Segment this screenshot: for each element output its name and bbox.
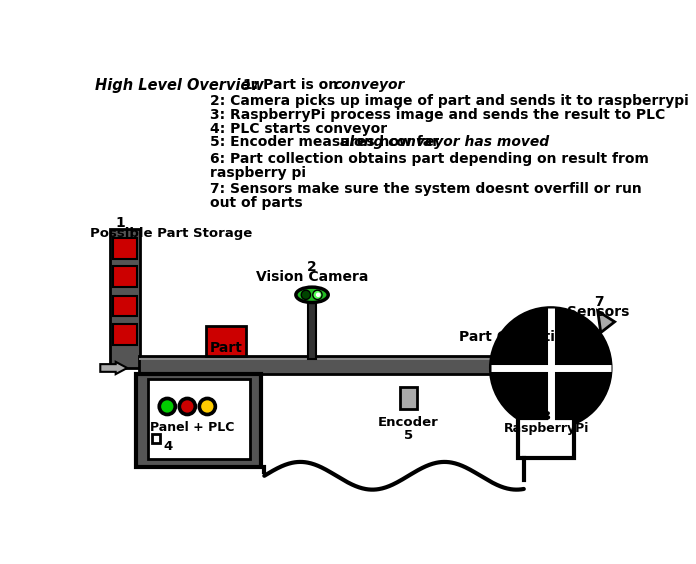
Text: conveyor: conveyor [333, 78, 405, 92]
Polygon shape [100, 362, 127, 374]
Circle shape [301, 290, 310, 299]
Circle shape [316, 293, 321, 297]
Bar [113, 266, 137, 287]
Bar [113, 238, 137, 259]
Bar [136, 374, 261, 466]
Text: raspberry pi: raspberry pi [210, 166, 306, 180]
Bar [400, 387, 417, 409]
Bar [139, 356, 543, 374]
Text: Sensors: Sensors [567, 305, 630, 319]
Text: 7: Sensors make sure the system doesnt overfill or run: 7: Sensors make sure the system doesnt o… [210, 182, 642, 196]
Text: 5: Encoder measures how far: 5: Encoder measures how far [210, 135, 445, 149]
Bar [139, 358, 543, 360]
Circle shape [179, 398, 196, 415]
Polygon shape [598, 311, 615, 333]
Text: 6: 6 [512, 320, 522, 334]
Text: Panel + PLC: Panel + PLC [150, 421, 235, 434]
Bar [206, 325, 246, 356]
Bar [308, 291, 316, 359]
Circle shape [201, 400, 214, 413]
Text: out of parts: out of parts [210, 196, 303, 209]
Text: 3: 3 [541, 411, 551, 424]
Text: Part: Part [209, 341, 242, 355]
Text: 1: Part is on: 1: Part is on [243, 78, 342, 92]
Circle shape [313, 290, 322, 299]
Circle shape [199, 398, 216, 415]
Circle shape [491, 308, 611, 428]
Bar [113, 324, 137, 345]
Text: 4: PLC starts conveyor: 4: PLC starts conveyor [210, 122, 388, 135]
Bar [110, 230, 140, 368]
Text: 2: 2 [307, 260, 317, 274]
Bar [152, 434, 160, 443]
Text: Encoder: Encoder [378, 416, 438, 430]
Bar [113, 296, 137, 316]
Text: 3: RaspberryPi process image and sends the result to PLC: 3: RaspberryPi process image and sends t… [210, 108, 665, 122]
Text: along conveyor has moved: along conveyor has moved [340, 135, 549, 149]
Bar [519, 418, 574, 458]
Text: Possible Part Storage: Possible Part Storage [90, 227, 253, 240]
Circle shape [159, 398, 176, 415]
Ellipse shape [296, 287, 329, 302]
Circle shape [161, 400, 173, 413]
Text: 7: 7 [594, 295, 603, 309]
Text: Part Collection: Part Collection [459, 331, 574, 344]
Text: High Level Overview: High Level Overview [95, 78, 264, 94]
Text: 4: 4 [164, 440, 173, 453]
Bar [148, 379, 250, 459]
Text: 6: Part collection obtains part depending on result from: 6: Part collection obtains part dependin… [210, 152, 649, 166]
Text: RaspberryPi: RaspberryPi [503, 422, 589, 435]
Text: Vision Camera: Vision Camera [256, 270, 368, 284]
Text: 1: 1 [116, 216, 125, 230]
Circle shape [181, 400, 193, 413]
Text: 2: Camera picks up image of part and sends it to raspberrypi: 2: Camera picks up image of part and sen… [210, 94, 689, 108]
Text: 5: 5 [404, 429, 413, 442]
